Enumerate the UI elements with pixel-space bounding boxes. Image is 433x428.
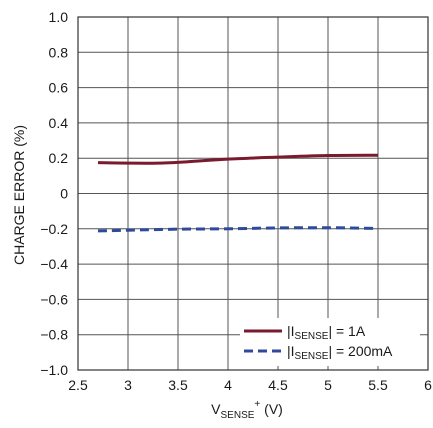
y-tick-label: 0.2 bbox=[49, 150, 69, 166]
x-tick-labels: 2.5 3 3.5 4 4.5 5 5.5 6 bbox=[68, 377, 432, 393]
x-tick-label: 4.5 bbox=[268, 377, 288, 393]
legend-label-1a: |ISENSE| = 1A bbox=[287, 323, 366, 342]
legend: |ISENSE| = 1A |ISENSE| = 200mA bbox=[240, 318, 420, 366]
x-axis-label-sub: SENSE bbox=[221, 410, 255, 421]
y-tick-label: 0.8 bbox=[49, 44, 69, 60]
y-tick-label: −0.6 bbox=[40, 291, 68, 307]
y-axis-label: CHARGE ERROR (%) bbox=[11, 125, 27, 265]
y-tick-label: 0 bbox=[60, 186, 68, 202]
grid bbox=[77, 16, 429, 371]
x-tick-label: 2.5 bbox=[68, 377, 88, 393]
x-axis-label-tail: (V) bbox=[260, 401, 283, 417]
y-tick-label: 1.0 bbox=[49, 9, 69, 25]
x-axis-label-main: V bbox=[211, 401, 221, 417]
legend-label-200ma: |ISENSE| = 200mA bbox=[287, 343, 393, 362]
y-tick-label: −0.8 bbox=[40, 327, 68, 343]
series-layer bbox=[97, 153, 379, 233]
x-tick-label: 5.5 bbox=[368, 377, 388, 393]
x-tick-label: 3 bbox=[124, 377, 132, 393]
series-line-1a bbox=[97, 153, 379, 165]
y-tick-label: 0.4 bbox=[49, 115, 69, 131]
y-tick-label: 0.6 bbox=[49, 80, 69, 96]
x-tick-label: 6 bbox=[424, 377, 432, 393]
x-tick-label: 3.5 bbox=[168, 377, 188, 393]
y-tick-labels: −1.0 −0.8 −0.6 −0.4 −0.2 0 0.2 0.4 0.6 0.8 1.0 bbox=[40, 9, 68, 378]
y-tick-label: −0.4 bbox=[40, 256, 68, 272]
x-axis-label: VSENSE+ (V) bbox=[211, 399, 283, 421]
x-axis-label-sup: + bbox=[254, 399, 260, 410]
y-tick-label: −1.0 bbox=[40, 362, 68, 378]
x-tick-label: 4 bbox=[224, 377, 232, 393]
plot-frame bbox=[77, 16, 429, 371]
series-line-200ma bbox=[97, 226, 379, 233]
x-tick-label: 5 bbox=[324, 377, 332, 393]
y-tick-label: −0.2 bbox=[40, 221, 68, 237]
